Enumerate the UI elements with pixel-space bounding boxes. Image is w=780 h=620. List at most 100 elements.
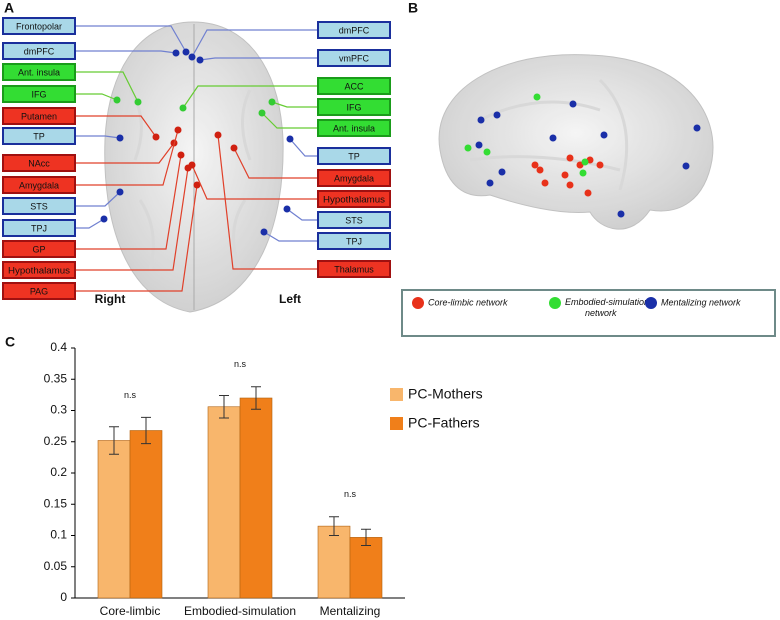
region-label: TP: [33, 131, 45, 141]
region-dot: [498, 168, 506, 176]
region-box: [2, 17, 76, 35]
region-dot: [483, 148, 491, 156]
connector-line: [75, 135, 121, 139]
region-box: [2, 63, 76, 81]
region-dot: [116, 134, 124, 142]
connector-line: [75, 142, 175, 164]
region-dot: [214, 131, 222, 139]
legend-swatch: [412, 297, 424, 309]
region-dot: [682, 162, 690, 170]
region-dot: [569, 100, 577, 108]
region-dot: [600, 131, 608, 139]
region-dot: [566, 181, 574, 189]
panel-label: C: [5, 334, 15, 350]
connector-line: [217, 134, 318, 270]
region-dot: [533, 93, 541, 101]
region-box: [317, 169, 391, 187]
connector-line: [75, 25, 187, 53]
region-label: Amygdala: [334, 173, 374, 183]
connector-line: [75, 191, 121, 207]
region-label: IFG: [32, 89, 47, 99]
region-label: Thalamus: [334, 264, 374, 274]
connector-line: [75, 93, 118, 101]
error-bar: [251, 386, 261, 410]
connector-line: [75, 218, 105, 229]
legend-swatch: [390, 388, 403, 401]
legend-swatch: [390, 417, 403, 430]
connector-line: [289, 138, 318, 157]
connector-line: [271, 101, 318, 108]
region-box: [317, 147, 391, 165]
annotation: n.s: [344, 489, 357, 499]
region-box: [2, 282, 76, 300]
region-label: PAG: [30, 286, 48, 296]
y-tick-label: 0.35: [44, 371, 68, 385]
region-dot: [152, 133, 160, 141]
region-box: [2, 240, 76, 258]
bar: [97, 440, 131, 599]
region-label: STS: [30, 201, 48, 211]
region-box: [317, 77, 391, 95]
connector-line: [286, 208, 318, 221]
panel-label: A: [4, 0, 14, 16]
connector-line: [233, 147, 318, 179]
region-label: Putamen: [21, 111, 57, 121]
legend-label: PC-Fathers: [408, 415, 480, 431]
y-tick-label: 0.25: [44, 434, 68, 448]
legend-swatch: [645, 297, 657, 309]
region-box: [317, 260, 391, 278]
legend-label: PC-Mothers: [408, 386, 483, 402]
region-dot: [260, 228, 268, 236]
region-dot: [693, 124, 701, 132]
region-dot: [100, 215, 108, 223]
legend-label: Mentalizing network: [661, 297, 741, 307]
region-dot: [188, 161, 196, 169]
connector-line: [75, 50, 177, 54]
region-dot: [493, 111, 501, 119]
x-tick-label: Core-limbic: [100, 604, 161, 618]
region-box: [317, 232, 391, 250]
y-tick-label: 0.1: [50, 528, 67, 542]
region-dot: [579, 169, 587, 177]
side-label: Right: [95, 292, 126, 306]
connector-line: [261, 112, 318, 129]
region-dot: [464, 144, 472, 152]
region-box: [2, 85, 76, 103]
region-label: TPJ: [31, 223, 47, 233]
error-bar: [361, 528, 371, 546]
region-dot: [617, 210, 625, 218]
region-dot: [188, 53, 196, 61]
bar: [239, 397, 273, 599]
connector-line: [75, 167, 189, 271]
region-box: [317, 49, 391, 67]
connector-line: [75, 184, 198, 292]
bar: [129, 430, 163, 599]
region-box: [317, 21, 391, 39]
region-dot: [193, 181, 201, 189]
region-label: vmPFC: [339, 53, 369, 63]
region-label: TP: [348, 151, 360, 161]
region-label: TPJ: [346, 236, 362, 246]
region-label: Hypothalamus: [8, 265, 71, 275]
connector-line: [182, 85, 318, 109]
annotation: n.s: [234, 359, 247, 369]
legend-label: Core-limbic network: [428, 297, 508, 307]
region-box: [2, 261, 76, 279]
x-tick-label: Embodied-simulation: [184, 604, 296, 618]
region-box: [2, 42, 76, 60]
region-label: STS: [345, 215, 363, 225]
region-box: [2, 176, 76, 194]
y-tick-label: 0.2: [50, 465, 67, 479]
region-box: [317, 119, 391, 137]
region-dot: [116, 188, 124, 196]
error-bar: [329, 516, 339, 536]
region-dot: [230, 144, 238, 152]
region-label: Hypothalamus: [323, 194, 386, 204]
region-dot: [134, 98, 142, 106]
region-dot: [113, 96, 121, 104]
connector-line: [75, 115, 157, 138]
bar: [317, 525, 351, 599]
region-dot: [182, 48, 190, 56]
legend-box: [401, 289, 776, 337]
legend-swatch: [549, 297, 561, 309]
